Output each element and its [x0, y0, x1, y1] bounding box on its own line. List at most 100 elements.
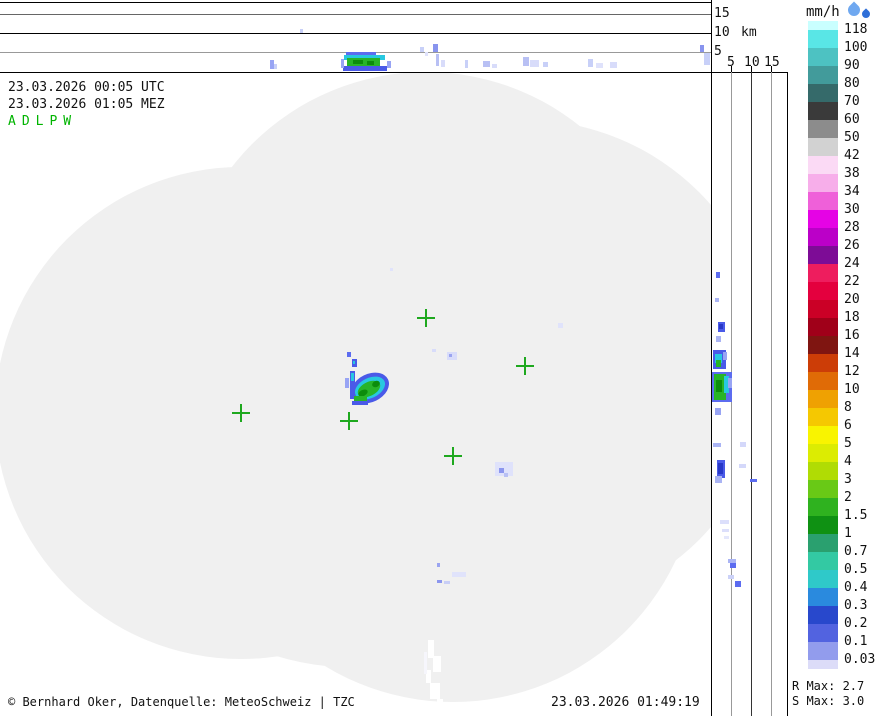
echo-cell-layer [351, 373, 354, 381]
echo-pixel [347, 58, 380, 66]
echo-pixel [433, 44, 438, 52]
legend-color-block [808, 174, 838, 192]
echo-pixel [715, 476, 722, 483]
legend-color-block [808, 624, 838, 642]
echo-pixel [530, 60, 539, 67]
altitude-axis-label-5: 5 [714, 44, 722, 59]
raindrop-large [845, 1, 863, 19]
echo-pixel [558, 323, 563, 328]
distance-axis-label-5: 5 [727, 55, 735, 70]
echo-pixel [492, 64, 497, 68]
legend-color-block [808, 570, 838, 588]
legend-value-label: 60 [844, 112, 860, 127]
radar-site-cross [417, 309, 435, 327]
copyright-text: © Bernhard Oker, Datenquelle: MeteoSchwe… [8, 695, 355, 709]
echo-pixel [543, 62, 548, 67]
echo-pixel [596, 63, 603, 68]
legend-color-block [808, 516, 838, 534]
echo-pixel [430, 683, 440, 699]
echo-pixel [610, 62, 617, 68]
echo-pixel [437, 699, 443, 709]
echo-pixel [353, 60, 363, 64]
legend-value-label: 118 [844, 22, 868, 37]
radar-site-cross [340, 412, 358, 430]
legend-color-block [808, 102, 838, 120]
legend-value-label: 24 [844, 256, 860, 271]
timestamp-local: 23.03.2026 01:05 MEZ [8, 97, 165, 112]
legend-color-block [808, 354, 838, 372]
legend-value-label: 4 [844, 454, 852, 469]
echo-pixel [483, 61, 490, 67]
altitude-axis-label-15: 15 [714, 6, 730, 21]
echo-pixel [716, 360, 721, 367]
legend-color-block [808, 426, 838, 444]
altitude-gridline-10km [0, 33, 711, 34]
timestamp-utc: 23.03.2026 00:05 UTC [8, 80, 165, 95]
legend-value-label: 28 [844, 220, 860, 235]
echo-cell-layer [354, 396, 367, 402]
legend-value-label: 34 [844, 184, 860, 199]
echo-pixel [387, 61, 391, 68]
radar-site-cross [232, 404, 250, 422]
altitude-axis-label-10: 10 [714, 25, 730, 40]
legend-color-block [808, 408, 838, 426]
echo-pixel [724, 376, 729, 393]
echo-pixel [425, 52, 428, 56]
echo-pixel [428, 640, 434, 658]
legend-color-block [808, 48, 838, 66]
echo-pixel [452, 572, 466, 577]
echo-pixel [441, 60, 445, 67]
legend-value-label: 42 [844, 148, 860, 163]
echo-pixel [437, 580, 442, 583]
echo-pixel [390, 268, 393, 271]
legend-color-block [808, 336, 838, 354]
legend-value-label: 22 [844, 274, 860, 289]
echo-pixel [465, 60, 468, 68]
legend-color-bar [808, 21, 838, 669]
distance-axis-label-10: 10 [744, 55, 760, 70]
echo-pixel [722, 529, 729, 532]
echo-pixel [735, 581, 741, 587]
legend-color-block [808, 138, 838, 156]
echo-pixel [728, 575, 734, 579]
legend-value-label: 16 [844, 328, 860, 343]
echo-pixel [716, 272, 720, 278]
legend-value-label: 0.5 [844, 562, 868, 577]
echo-pixel [730, 563, 736, 568]
altitude-gridline-15km [0, 14, 711, 15]
legend-value-label: 8 [844, 400, 852, 415]
legend-value-label: 1.5 [844, 508, 868, 523]
raindrop-small [860, 8, 872, 20]
echo-pixel [426, 670, 431, 683]
echo-pixel [724, 536, 729, 539]
distance-tick-15km [771, 66, 772, 72]
side-panel-left-border [711, 0, 712, 716]
radar-site-cross [444, 447, 462, 465]
legend-color-block [808, 444, 838, 462]
echo-pixel [274, 64, 277, 69]
legend-color-block [808, 660, 838, 669]
legend-value-label: 6 [844, 418, 852, 433]
echo-cell-layer [345, 378, 349, 388]
echo-pixel [728, 378, 732, 388]
echo-cell-layer [350, 371, 355, 399]
legend-color-block [808, 84, 838, 102]
echo-pixel [436, 54, 439, 66]
legend-unit-label: mm/h [806, 4, 840, 20]
legend-color-block [808, 192, 838, 210]
legend-value-label: 0.1 [844, 634, 868, 649]
echo-pixel [300, 29, 303, 33]
echo-pixel [739, 464, 746, 468]
echo-pixel [343, 66, 387, 71]
top-panel-border [0, 2, 711, 3]
legend-value-label: 0.4 [844, 580, 868, 595]
echo-pixel [740, 442, 746, 447]
legend-color-block [808, 246, 838, 264]
echo-pixel [523, 57, 529, 66]
echo-pixel [723, 352, 727, 360]
legend-color-block [808, 642, 838, 660]
legend-value-label: 10 [844, 382, 860, 397]
distance-axis-label-15: 15 [764, 55, 780, 70]
echo-pixel [715, 298, 719, 302]
